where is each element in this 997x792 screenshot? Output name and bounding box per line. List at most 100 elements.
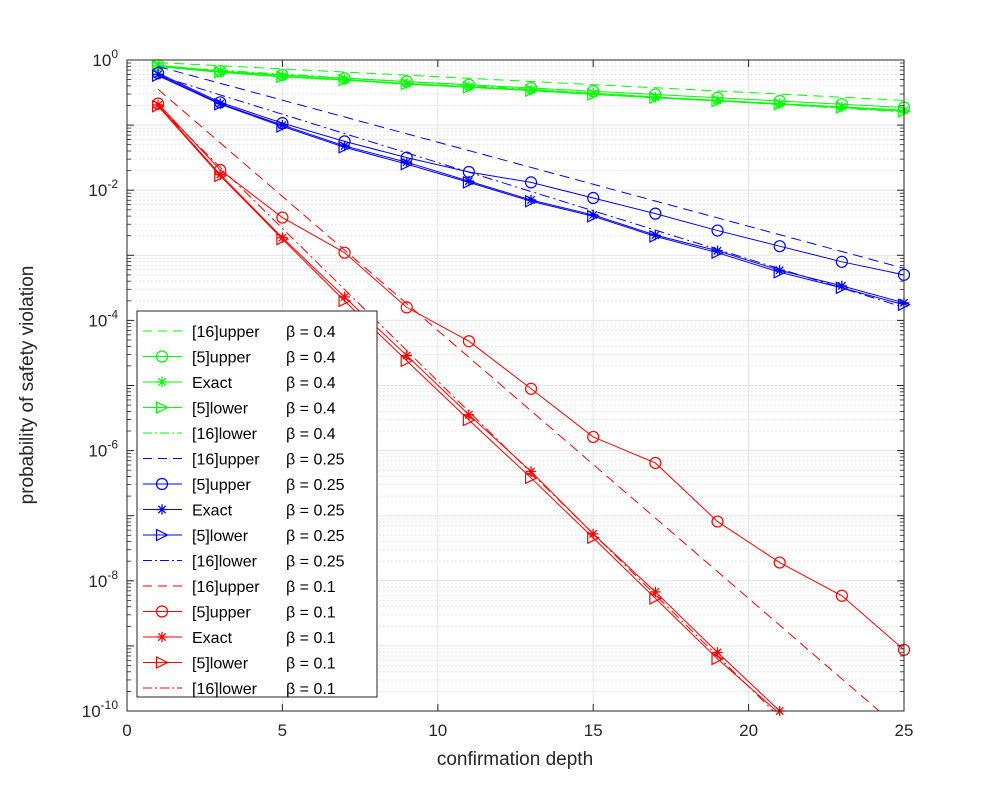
legend-label: [16]upper (192, 579, 260, 596)
data-point-circle (649, 456, 662, 470)
data-point-star (401, 156, 412, 168)
legend-beta: β = 0.4 (286, 375, 336, 392)
data-point-circle (155, 477, 169, 491)
series-line (158, 62, 905, 101)
series-10 (157, 88, 880, 712)
data-point-triangle (155, 656, 169, 669)
data-point-circle (338, 246, 351, 259)
legend-entry: [16]lower β = 0.4 (143, 426, 336, 443)
series-4 (158, 66, 905, 113)
series-layer (151, 59, 911, 717)
legend-entry: [5]upper β = 0.4 (143, 350, 336, 367)
data-point-triangle (587, 88, 601, 101)
data-point-circle (155, 605, 169, 618)
legend-entry: [16]upper β = 0.1 (143, 579, 336, 596)
data-point-star (156, 504, 168, 515)
data-point-star (156, 631, 168, 643)
y-axis-label: probability of safety violation (17, 266, 38, 505)
legend-label: [5]lower (192, 528, 249, 545)
legend-label: Exact (192, 375, 233, 392)
legend-beta: β = 0.1 (286, 605, 336, 622)
data-point-triangle (151, 99, 165, 113)
data-point-circle (524, 382, 538, 395)
legend-beta: β = 0.25 (286, 503, 345, 520)
x-tick-label: 15 (584, 721, 603, 740)
series-line (158, 66, 905, 113)
data-point-circle (462, 335, 475, 348)
legend-entry: Exact β = 0.1 (143, 630, 336, 647)
legend-label: [5]upper (192, 477, 251, 494)
legend-entry: [16]upper β = 0.4 (143, 324, 336, 341)
data-point-triangle (462, 413, 476, 427)
y-tick-label: 10-6 (88, 438, 118, 461)
series-0 (158, 62, 905, 101)
legend-label: [5]lower (192, 656, 249, 673)
data-point-triangle (524, 194, 538, 208)
data-point-triangle (155, 528, 169, 542)
data-point-circle (711, 224, 724, 237)
series-line (157, 103, 905, 651)
data-point-triangle (462, 80, 476, 94)
legend-entry: [5]lower β = 0.25 (143, 528, 345, 545)
data-point-triangle (773, 265, 787, 279)
data-point-circle (773, 240, 786, 253)
data-point-circle (649, 207, 662, 220)
legend-beta: β = 0.1 (286, 681, 336, 698)
legend-beta: β = 0.1 (286, 656, 336, 673)
series-line (157, 66, 905, 269)
legend-label: [16]lower (192, 426, 258, 443)
data-point-triangle (711, 94, 725, 108)
data-point-circle (587, 430, 600, 444)
data-point-triangle (400, 354, 414, 368)
data-point-star (156, 376, 168, 388)
data-point-circle (773, 556, 786, 569)
data-point-triangle (214, 65, 228, 79)
data-point-triangle (151, 69, 165, 83)
legend-entry: [5]upper β = 0.25 (143, 477, 345, 494)
data-point-circle (587, 191, 600, 205)
series-14 (157, 105, 774, 712)
data-point-triangle (338, 140, 352, 154)
legend-entry: [5]upper β = 0.1 (143, 605, 336, 622)
legend-beta: β = 0.4 (286, 401, 336, 418)
legend-beta: β = 0.25 (286, 452, 345, 469)
legend-entry: [16]upper β = 0.25 (143, 452, 345, 469)
data-point-triangle (214, 169, 228, 183)
series-line (157, 88, 880, 712)
y-tick-label: 10-10 (82, 698, 119, 721)
data-point-circle (524, 176, 538, 189)
legend-label: [5]upper (192, 605, 251, 622)
legend-beta: β = 0.4 (286, 324, 336, 341)
y-tick-label: 100 (92, 47, 118, 70)
series-line (157, 105, 777, 712)
legend-label: [16]lower (192, 681, 258, 698)
y-tick-label: 10-8 (88, 568, 118, 591)
data-point-triangle (649, 591, 663, 605)
data-point-triangle (155, 401, 169, 414)
legend-entry: [5]lower β = 0.1 (143, 656, 336, 673)
legend-entry: [5]lower β = 0.4 (143, 401, 336, 418)
series-line (157, 105, 774, 712)
legend-label: [16]upper (192, 324, 260, 341)
data-point-triangle (214, 97, 228, 111)
legend-beta: β = 0.4 (286, 426, 336, 443)
legend-label: [5]lower (192, 401, 249, 418)
series-8 (151, 69, 911, 312)
legend-beta: β = 0.4 (286, 350, 336, 367)
data-point-circle (835, 589, 848, 602)
legend-beta: β = 0.25 (286, 477, 345, 494)
legend-beta: β = 0.25 (286, 554, 345, 571)
x-tick-label: 25 (895, 721, 914, 740)
x-tick-label: 20 (739, 721, 758, 740)
series-5 (157, 66, 905, 269)
series-line (157, 75, 905, 306)
legend-entry: Exact β = 0.25 (143, 503, 345, 520)
ticks-layer: 0 5 10 15 20 25 100 10-2 10-4 10-6 10-8 10-10 (82, 47, 914, 740)
legend-beta: β = 0.1 (286, 630, 336, 647)
y-tick-label: 10-2 (88, 177, 118, 200)
data-point-triangle (587, 531, 601, 545)
legend-entry: Exact β = 0.4 (143, 375, 336, 392)
legend-entry: [16]lower β = 0.1 (143, 681, 336, 698)
data-point-triangle (524, 84, 538, 98)
